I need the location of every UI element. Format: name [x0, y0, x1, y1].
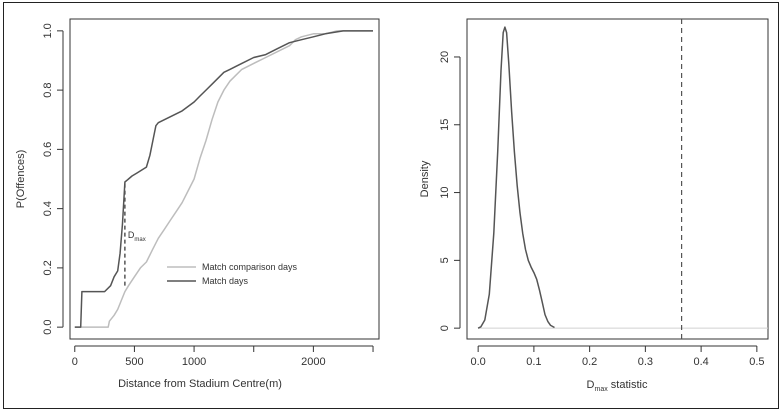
left-y-tick-label: 1.0 [42, 23, 54, 38]
left-x-tick-label: 500 [125, 356, 143, 368]
right-x-axis: 0.0 0.1 0.2 0.3 0.4 0.5 [470, 345, 765, 368]
right-x-tick-label: 0.4 [693, 356, 708, 368]
right-x-title-main: D [587, 379, 595, 391]
left-y-axis: 0.0 0.2 0.4 0.6 0.8 1.0 [42, 23, 64, 335]
left-x-axis: 0 500 1000 2000 [72, 345, 374, 368]
left-y-tick-label: 0.8 [42, 82, 54, 97]
dmax-label-main: D [128, 230, 135, 240]
right-y-axis: 0 5 10 15 20 [439, 51, 461, 331]
left-y-tick-label: 0.0 [42, 319, 54, 334]
left-series-lines [74, 30, 373, 328]
dmax-label-sub: max [134, 237, 145, 243]
left-x-tick-label: 1000 [182, 356, 206, 368]
right-x-tick-label: 0.2 [582, 356, 597, 368]
right-x-tick-label: 0.1 [526, 356, 541, 368]
right-y-tick-label: 20 [439, 51, 451, 63]
right-x-title-rest: statistic [608, 379, 648, 391]
left-x-axis-title: Distance from Stadium Centre(m) [118, 378, 282, 390]
right-density-chart: 0.0 0.1 0.2 0.3 0.4 0.5 0 5 10 15 20 Dmax statist… [419, 18, 769, 393]
right-x-title-sub: max [594, 386, 608, 393]
right-y-tick-label: 10 [439, 186, 451, 198]
series-density-curve [477, 26, 555, 329]
right-series-lines [477, 26, 555, 329]
left-x-tick-label: 0 [72, 356, 78, 368]
left-ecdf-chart: 0 500 1000 2000 0.0 0.2 0.4 0.6 0.8 1.0 Dmax Mat… [15, 18, 380, 390]
left-y-axis-title: P(Offences) [15, 150, 27, 209]
left-y-tick-label: 0.4 [42, 201, 54, 216]
legend-label-match: Match days [202, 276, 249, 286]
left-y-tick-label: 0.6 [42, 142, 54, 157]
right-y-tick-label: 15 [439, 119, 451, 131]
right-x-axis-title: Dmax statistic [587, 379, 648, 393]
left-x-tick-label: 2000 [301, 356, 325, 368]
legend-label-comparison: Match comparison days [202, 262, 298, 272]
right-y-axis-title: Density [419, 160, 431, 197]
right-x-tick-label: 0.5 [749, 356, 764, 368]
left-y-tick-label: 0.2 [42, 260, 54, 275]
right-x-tick-label: 0.0 [470, 356, 485, 368]
right-y-tick-label: 5 [439, 257, 451, 263]
right-plot-frame [466, 18, 769, 340]
left-plot-frame [69, 18, 380, 340]
left-legend: Match comparison days Match days [167, 262, 298, 286]
series-match-days [74, 30, 373, 328]
right-x-tick-label: 0.3 [638, 356, 653, 368]
dmax-label: Dmax [128, 230, 146, 243]
right-y-tick-label: 0 [439, 325, 451, 331]
figure-border [3, 2, 779, 409]
series-match-comparison-days [74, 30, 373, 328]
